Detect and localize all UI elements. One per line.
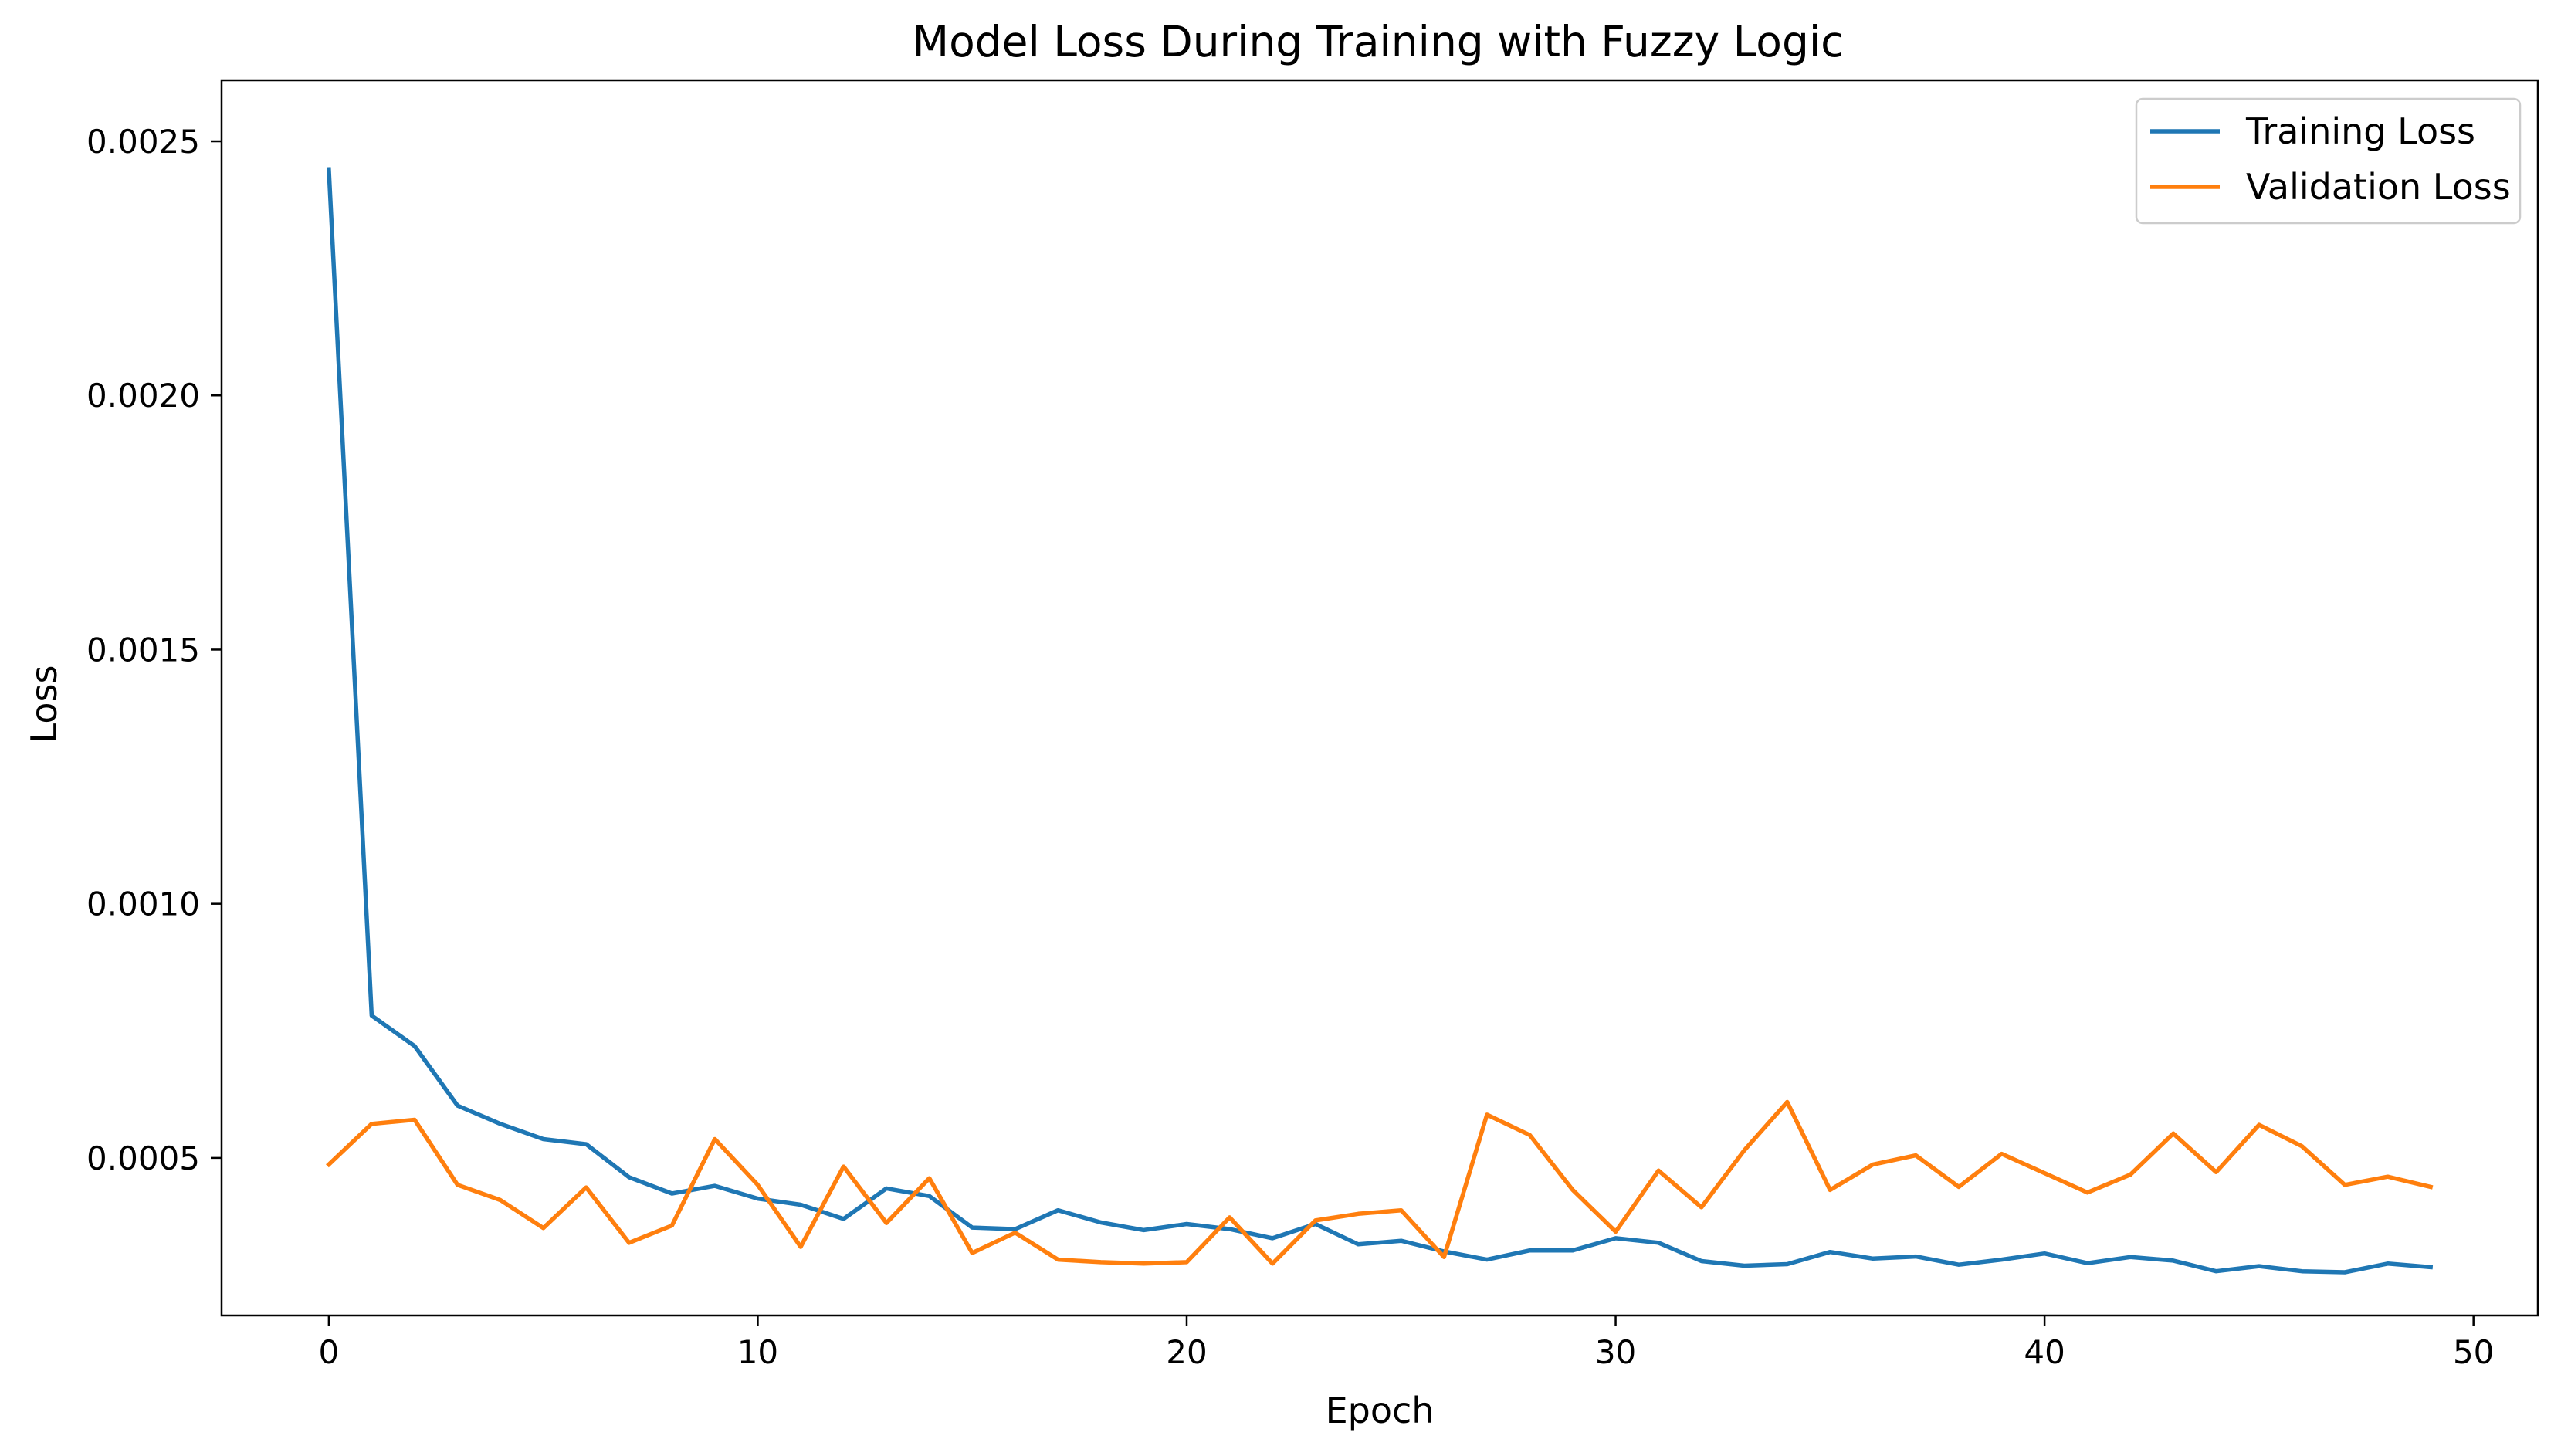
y-axis-label: Loss bbox=[23, 665, 65, 743]
y-axis-ticks: 0.0005 0.0010 0.0015 0.0020 0.0025 bbox=[86, 123, 222, 1177]
y-tick-label: 0.0010 bbox=[86, 885, 200, 923]
plot-area bbox=[220, 79, 2539, 1317]
chart-title: Model Loss During Training with Fuzzy Lo… bbox=[913, 17, 1845, 66]
plot-frame bbox=[220, 79, 2539, 1317]
x-tick-label: 20 bbox=[1166, 1333, 1207, 1371]
x-tick-label: 10 bbox=[737, 1333, 778, 1371]
y-tick-label: 0.0015 bbox=[86, 631, 200, 669]
x-tick-label: 0 bbox=[319, 1333, 340, 1371]
training-loss-line bbox=[327, 167, 2434, 1275]
validation-loss-line bbox=[326, 1099, 2434, 1266]
x-tick-label: 30 bbox=[1595, 1333, 1636, 1371]
x-axis-label: Epoch bbox=[1326, 1390, 1435, 1431]
series-layer bbox=[326, 167, 2434, 1275]
legend-box bbox=[2135, 97, 2522, 225]
y-tick-label: 0.0020 bbox=[86, 377, 200, 415]
legend-label-training: Training Loss bbox=[2245, 110, 2475, 152]
legend: Training Loss Validation Loss bbox=[2135, 97, 2522, 225]
x-axis-ticks: 0 10 20 30 40 50 bbox=[319, 1315, 2494, 1371]
y-tick-label: 0.0005 bbox=[86, 1139, 200, 1177]
legend-label-validation: Validation Loss bbox=[2246, 166, 2511, 208]
x-tick-label: 40 bbox=[2024, 1333, 2065, 1371]
y-tick-label: 0.0025 bbox=[86, 123, 200, 161]
x-tick-label: 50 bbox=[2453, 1333, 2494, 1371]
